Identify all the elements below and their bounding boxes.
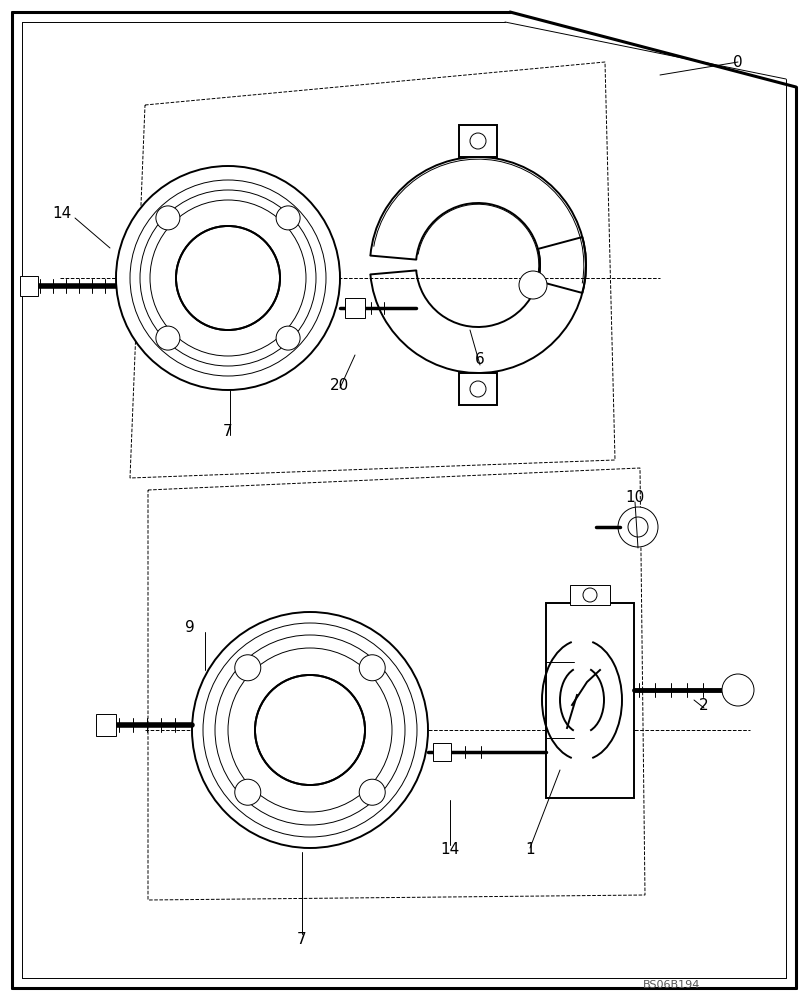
Text: 7: 7	[297, 932, 307, 947]
Bar	[545, 603, 633, 798]
Circle shape	[176, 226, 280, 330]
Circle shape	[255, 675, 365, 785]
Circle shape	[470, 133, 486, 149]
Circle shape	[116, 166, 340, 390]
Circle shape	[582, 588, 596, 602]
Circle shape	[234, 779, 260, 805]
Polygon shape	[12, 12, 795, 988]
Bar	[569, 585, 609, 605]
Polygon shape	[148, 468, 644, 900]
Text: 20: 20	[330, 377, 350, 392]
Bar	[458, 373, 496, 405]
Circle shape	[156, 326, 180, 350]
Circle shape	[191, 612, 427, 848]
Text: BS06B194: BS06B194	[642, 980, 700, 990]
Text: 10: 10	[624, 490, 644, 506]
Circle shape	[470, 381, 486, 397]
Text: 9: 9	[185, 620, 195, 636]
Bar	[345, 298, 365, 318]
Text: 14: 14	[53, 207, 71, 222]
Circle shape	[627, 517, 647, 537]
Circle shape	[617, 507, 657, 547]
Polygon shape	[130, 62, 614, 478]
Circle shape	[721, 674, 753, 706]
Circle shape	[518, 271, 547, 299]
Text: 1: 1	[525, 842, 534, 857]
Circle shape	[156, 206, 180, 230]
Bar	[432, 743, 450, 761]
Circle shape	[358, 655, 384, 681]
Circle shape	[276, 326, 300, 350]
Circle shape	[358, 779, 384, 805]
Text: 6: 6	[474, 353, 484, 367]
Text: 0: 0	[732, 55, 742, 70]
Text: 7: 7	[223, 424, 233, 440]
Text: 2: 2	[698, 698, 708, 712]
Circle shape	[276, 206, 300, 230]
Bar	[20, 276, 38, 296]
Circle shape	[234, 655, 260, 681]
Text: 14: 14	[440, 842, 459, 857]
Bar	[458, 125, 496, 157]
Bar	[96, 714, 116, 736]
